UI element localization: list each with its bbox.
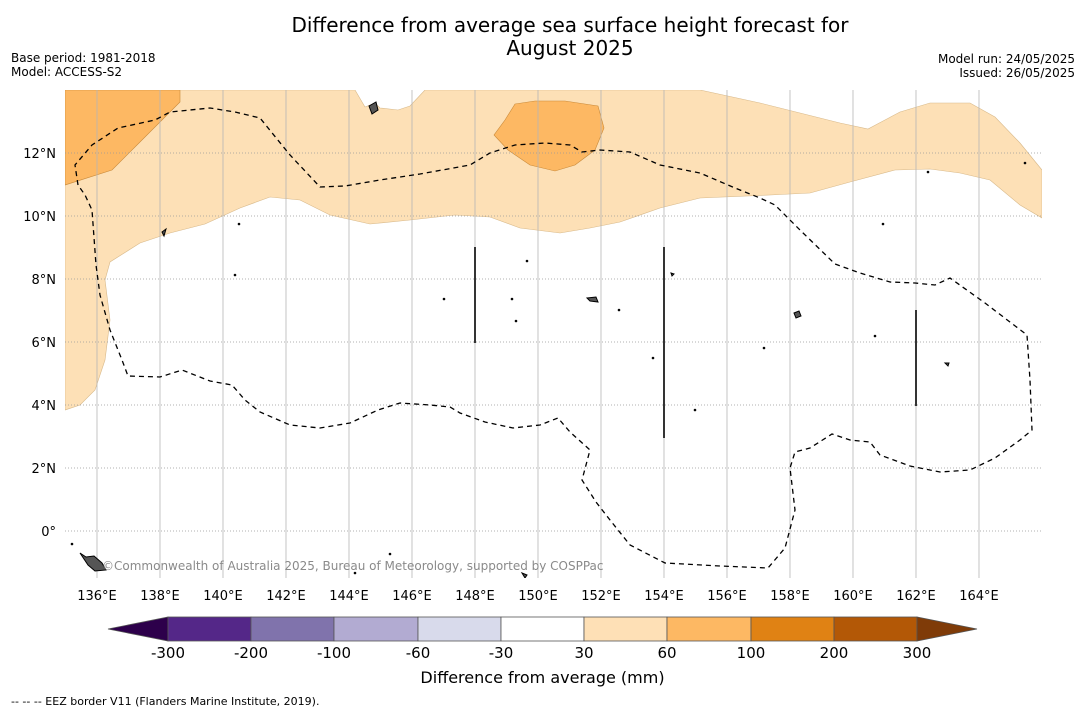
eez-border (74, 107, 1033, 569)
eez-legend-note: -- -- -- EEZ border V11 (Flanders Marine… (11, 695, 320, 708)
boundary-segments (474, 247, 917, 438)
colorbar-tick: 60 (657, 644, 676, 662)
lat-label-10N: 10°N (23, 210, 56, 225)
lon-label-156E: 156°E (707, 589, 747, 604)
lat-label-4N: 4°N (32, 399, 57, 414)
colorbar-tick: -300 (151, 644, 185, 662)
colorbar-tick: 30 (574, 644, 593, 662)
colorbar-tick: -200 (234, 644, 268, 662)
lon-labels: 136°E 138°E 140°E 142°E 144°E 146°E 148°… (77, 589, 999, 604)
lon-label-158E: 158°E (770, 589, 810, 604)
title-line-1: Difference from average sea surface heig… (291, 13, 849, 37)
colorbar-ticks: -300 -200 -100 -60 -30 30 60 100 200 300 (151, 644, 931, 662)
copyright-credit: ©Commonwealth of Australia 2025, Bureau … (102, 559, 604, 573)
colorbar-bin-6 (583, 616, 668, 642)
colorbar-extend-low (107, 616, 169, 642)
islands (70, 101, 1027, 578)
colorbar-tick: 100 (737, 644, 766, 662)
base-period: Base period: 1981-2018 (11, 51, 156, 65)
colorbar (107, 616, 978, 642)
lon-label-150E: 150°E (518, 589, 558, 604)
colorbar-tick: 300 (903, 644, 932, 662)
colorbar-bin-3 (333, 616, 419, 642)
lon-label-160E: 160°E (833, 589, 873, 604)
colorbar-bin-9 (833, 616, 918, 642)
map-title: Difference from average sea surface heig… (270, 14, 870, 60)
map-area (65, 90, 1042, 578)
lon-label-154E: 154°E (644, 589, 684, 604)
lon-label-162E: 162°E (896, 589, 936, 604)
title-line-2: August 2025 (506, 36, 634, 60)
lat-label-0: 0° (41, 525, 56, 540)
lat-label-12N: 12°N (23, 147, 56, 162)
colorbar-tick: 200 (820, 644, 849, 662)
colorbar-tick: -100 (317, 644, 351, 662)
lon-label-148E: 148°E (455, 589, 495, 604)
anomaly-region-60-100-central (493, 100, 605, 172)
colorbar-label: Difference from average (mm) (420, 668, 665, 687)
lon-label-136E: 136°E (77, 589, 117, 604)
lat-labels: 12°N 10°N 8°N 6°N 4°N 2°N 0° (23, 147, 56, 540)
model-run: Model run: 24/05/2025 (937, 52, 1075, 66)
lon-label-146E: 146°E (392, 589, 432, 604)
colorbar-bin-5 (500, 616, 585, 642)
meta-right: Model run: 24/05/2025 Issued: 26/05/2025 (938, 52, 1075, 80)
colorbar-bin-1 (167, 616, 252, 642)
lon-label-144E: 144°E (329, 589, 369, 604)
colorbar-bin-8 (750, 616, 835, 642)
lon-label-138E: 138°E (140, 589, 180, 604)
graticule-lat (65, 152, 1042, 532)
lon-label-140E: 140°E (203, 589, 243, 604)
colorbar-bin-7 (666, 616, 752, 642)
colorbar-extend-high (916, 616, 978, 642)
anomaly-region-60-100-west (65, 90, 181, 186)
lon-label-142E: 142°E (266, 589, 306, 604)
colorbar-bin-2 (250, 616, 335, 642)
colorbar-bin-4 (417, 616, 502, 642)
colorbar-tick: -60 (406, 644, 431, 662)
lon-label-152E: 152°E (581, 589, 621, 604)
issued-date: Issued: 26/05/2025 (959, 66, 1075, 80)
model-name: Model: ACCESS-S2 (11, 65, 123, 79)
meta-left: Base period: 1981-2018 Model: ACCESS-S2 (11, 51, 156, 79)
lon-label-164E: 164°E (959, 589, 999, 604)
lat-label-2N: 2°N (32, 462, 57, 477)
colorbar-tick: -30 (489, 644, 514, 662)
lat-label-6N: 6°N (32, 336, 57, 351)
lat-label-8N: 8°N (32, 273, 57, 288)
